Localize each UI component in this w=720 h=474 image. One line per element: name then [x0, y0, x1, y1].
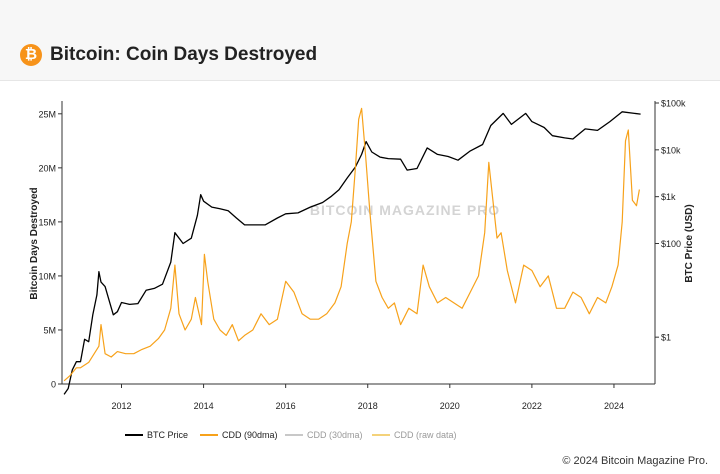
left-tick-label: 25M — [38, 109, 56, 119]
chart-legend[interactable]: BTC Price CDD (90dma) CDD (30dma) CDD (raw … — [125, 430, 457, 440]
chart-axes: 0 5M 10M 15M 20M 25M $1 $100 $1k $10k $100k 2012 201… — [29, 99, 695, 412]
left-tick-label: 10M — [38, 271, 56, 281]
chart-panel — [0, 81, 720, 474]
x-tick-label: 2016 — [276, 401, 296, 411]
right-tick-label: $10k — [661, 145, 681, 155]
legend-item-btc-price[interactable]: BTC Price — [125, 430, 188, 440]
series-cdd-90dma — [63, 107, 640, 382]
x-tick-label: 2022 — [522, 401, 542, 411]
legend-item-cdd-30dma[interactable]: CDD (30dma) — [285, 430, 363, 440]
right-tick-label: $100k — [661, 99, 686, 109]
left-tick-label: 5M — [43, 325, 56, 335]
right-tick-label: $1 — [661, 333, 671, 343]
x-tick-label: 2014 — [194, 401, 214, 411]
series-btc-price — [63, 111, 641, 395]
legend-label: CDD (raw data) — [394, 430, 457, 440]
left-tick-label: 15M — [38, 217, 56, 227]
y-axis-right-label: BTC Price (USD) — [684, 204, 695, 282]
left-tick-label: 20M — [38, 163, 56, 173]
watermark: BITCOIN MAGAZINE PRO — [310, 202, 500, 218]
left-tick-label: 0 — [51, 380, 56, 390]
copyright-text: © 2024 Bitcoin Magazine Pro. — [562, 455, 708, 467]
x-tick-label: 2020 — [440, 401, 460, 411]
y-axis-left-label: Bitcoin Days Destroyed — [29, 187, 40, 299]
legend-label: CDD (90dma) — [222, 430, 278, 440]
legend-item-cdd-raw-data[interactable]: CDD (raw data) — [372, 430, 457, 440]
legend-item-cdd-90dma[interactable]: CDD (90dma) — [200, 430, 278, 440]
right-tick-label: $100 — [661, 239, 681, 249]
legend-label: CDD (30dma) — [307, 430, 363, 440]
watermark-text: BITCOIN MAGAZINE PRO — [310, 202, 500, 218]
legend-label: BTC Price — [147, 430, 188, 440]
chart-title: Bitcoin: Coin Days Destroyed — [50, 44, 318, 65]
x-tick-label: 2024 — [604, 401, 624, 411]
chart-series — [63, 107, 641, 395]
chart-header: ₿ Bitcoin: Coin Days Destroyed — [0, 0, 720, 81]
bitcoin-logo-icon: ₿ — [20, 44, 42, 66]
x-tick-label: 2012 — [111, 401, 131, 411]
right-tick-label: $1k — [661, 192, 676, 202]
x-tick-label: 2018 — [358, 401, 378, 411]
